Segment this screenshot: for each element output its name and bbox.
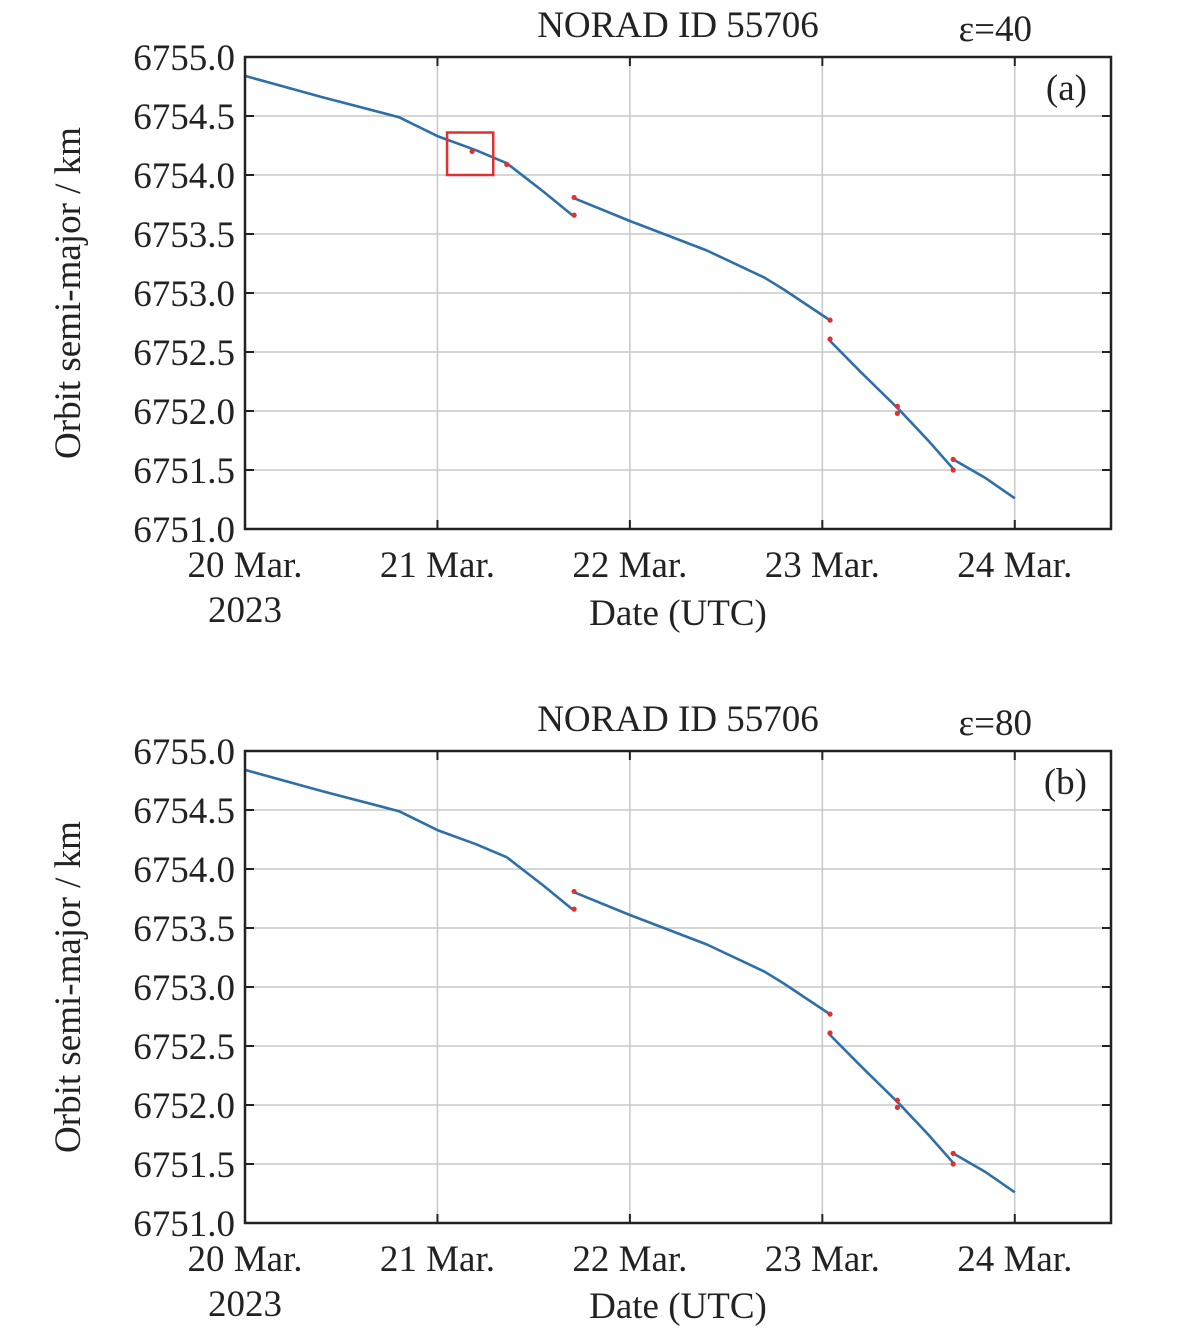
series-line-segment bbox=[505, 162, 574, 217]
chart-title: NORAD ID 55706 bbox=[537, 5, 819, 46]
parameter-label: ε=80 bbox=[959, 703, 1032, 744]
x-axis-title: Date (UTC) bbox=[589, 593, 767, 634]
anomaly-point bbox=[571, 212, 577, 218]
x-tick-label: 22 Mar. bbox=[572, 545, 687, 586]
series-line-segment bbox=[898, 408, 955, 470]
anomaly-point bbox=[571, 906, 577, 912]
y-axis-title: Orbit semi-major / km bbox=[48, 821, 89, 1153]
highlight-box bbox=[445, 131, 495, 177]
anomaly-point bbox=[894, 1097, 900, 1103]
y-tick-label: 6754.5 bbox=[133, 97, 235, 138]
anomaly-point bbox=[469, 148, 475, 154]
y-tick-label: 6752.0 bbox=[133, 392, 235, 433]
x-tick-label: 22 Mar. bbox=[572, 1239, 687, 1280]
y-tick-label: 6751.5 bbox=[133, 451, 235, 492]
x-tick-label: 20 Mar. bbox=[187, 1239, 302, 1280]
x-tick-label-year: 2023 bbox=[208, 1284, 282, 1325]
anomaly-point bbox=[950, 1150, 956, 1156]
y-tick-label: 6752.5 bbox=[133, 1027, 235, 1068]
series-line-segment bbox=[952, 458, 1016, 500]
series-line-segment bbox=[244, 768, 508, 859]
y-tick-label: 6753.5 bbox=[133, 215, 235, 256]
anomaly-point bbox=[571, 194, 577, 201]
anomaly-point bbox=[827, 1030, 833, 1036]
panel-label: (b) bbox=[1044, 762, 1087, 803]
anomaly-point bbox=[827, 336, 833, 342]
panel-label: (a) bbox=[1046, 68, 1087, 109]
series-line-segment bbox=[952, 1152, 1016, 1194]
y-tick-label: 6751.0 bbox=[133, 510, 235, 551]
series-line-segment bbox=[505, 856, 574, 911]
anomaly-point bbox=[950, 456, 956, 462]
anomaly-point bbox=[950, 467, 956, 473]
y-tick-label: 6755.0 bbox=[133, 38, 235, 79]
parameter-label: ε=40 bbox=[959, 9, 1032, 50]
y-tick-label: 6753.0 bbox=[133, 274, 235, 315]
x-tick-label: 23 Mar. bbox=[765, 545, 880, 586]
y-tick-label: 6754.0 bbox=[133, 156, 235, 197]
y-tick-label: 6753.0 bbox=[133, 968, 235, 1009]
chart-panel-a: 6751.0 6751.5 6752.0 6752.5 6753.0 6753.5 6754… bbox=[48, 5, 1113, 634]
y-tick-label: 6754.0 bbox=[133, 850, 235, 891]
x-tick-label: 23 Mar. bbox=[765, 1239, 880, 1280]
x-tick-label: 21 Mar. bbox=[380, 545, 495, 586]
x-tick-label-year: 2023 bbox=[208, 590, 282, 631]
chart-title: NORAD ID 55706 bbox=[537, 699, 819, 740]
y-tick-label: 6752.0 bbox=[133, 1086, 235, 1127]
series-line-segment bbox=[898, 1102, 955, 1164]
anomaly-point bbox=[894, 410, 900, 416]
x-axis-title: Date (UTC) bbox=[589, 1286, 767, 1327]
x-tick-label: 20 Mar. bbox=[187, 545, 302, 586]
anomaly-point bbox=[827, 1011, 833, 1017]
series-line-segment bbox=[571, 196, 829, 321]
y-tick-label: 6752.5 bbox=[133, 333, 235, 374]
anomaly-point bbox=[950, 1161, 956, 1167]
y-tick-label: 6755.0 bbox=[133, 732, 235, 773]
y-tick-label: 6754.5 bbox=[133, 791, 235, 832]
x-tick-label: 21 Mar. bbox=[380, 1239, 495, 1280]
series-line-segment bbox=[571, 890, 829, 1015]
anomaly-point bbox=[894, 1104, 900, 1110]
anomaly-point bbox=[827, 317, 833, 323]
y-tick-label: 6753.5 bbox=[133, 909, 235, 950]
series-line-segment bbox=[827, 338, 901, 411]
anomaly-point bbox=[504, 161, 510, 167]
anomaly-point bbox=[894, 403, 900, 409]
y-tick-label: 6751.5 bbox=[133, 1145, 235, 1186]
x-tick-label: 24 Mar. bbox=[957, 545, 1072, 586]
chart-panel-b: 6751.0 6751.5 6752.0 6752.5 6753.0 6753.5 6754… bbox=[48, 699, 1113, 1327]
anomaly-point bbox=[571, 888, 577, 895]
y-tick-label: 6751.0 bbox=[133, 1204, 235, 1245]
x-tick-label: 24 Mar. bbox=[957, 1239, 1072, 1280]
y-axis-title: Orbit semi-major / km bbox=[48, 127, 89, 459]
series-line-segment bbox=[244, 74, 508, 165]
series-line-segment bbox=[827, 1032, 901, 1105]
